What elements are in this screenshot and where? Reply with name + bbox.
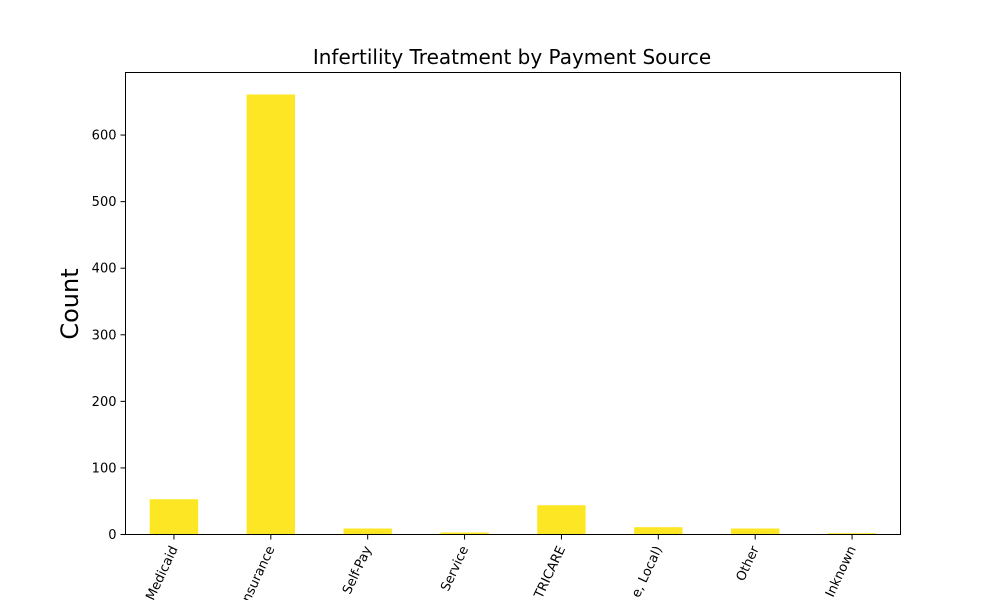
bar <box>246 94 296 535</box>
bar <box>730 528 780 535</box>
y-tick-label: 200 <box>92 395 117 410</box>
y-tick-label: 600 <box>92 129 117 144</box>
x-tick-label: TRICARE <box>531 544 569 600</box>
y-tick-label: 500 <box>92 195 117 210</box>
chart-title: Infertility Treatment by Payment Source <box>313 45 711 69</box>
y-tick-label: 0 <box>108 528 116 543</box>
x-tick-label: Self-Pay <box>340 544 375 597</box>
x-tick-label: Medicaid <box>143 544 181 600</box>
y-axis-label: Count <box>56 268 84 339</box>
x-tick-label: Service <box>438 544 472 594</box>
bar <box>343 528 392 535</box>
y-axis-ticks: 0 100 200 300 400 500 600 <box>92 129 126 543</box>
bar <box>827 533 877 535</box>
x-tick-label: Other <box>734 543 763 583</box>
bars <box>149 94 877 535</box>
y-tick-label: 300 <box>92 328 117 343</box>
bar <box>440 532 489 535</box>
x-tick-label: nsurance <box>240 544 279 600</box>
x-tick-label: Inknown <box>823 544 860 600</box>
plot-frame <box>125 72 901 535</box>
bar <box>537 505 586 535</box>
bar <box>634 527 683 535</box>
x-tick-label: e, Local) <box>629 544 666 600</box>
y-tick-label: 100 <box>92 461 117 476</box>
x-axis-ticks: Medicaid nsurance Self-Pay Service TRICARE e,… <box>143 534 860 600</box>
bar <box>149 499 199 535</box>
y-tick-label: 400 <box>92 262 117 277</box>
